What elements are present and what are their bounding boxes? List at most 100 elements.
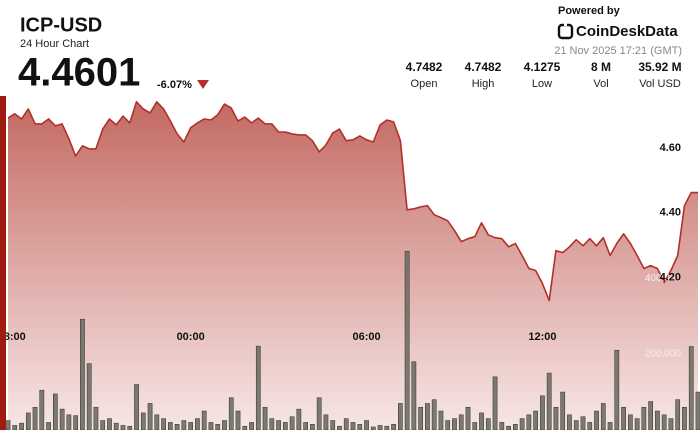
volume-bar (350, 422, 356, 430)
volume-bar (330, 420, 336, 430)
volume-bar (479, 412, 484, 430)
volume-bar (107, 418, 112, 430)
volume-bar (19, 422, 24, 430)
volume-bar (580, 416, 586, 430)
volume-bar (398, 403, 403, 430)
side-bar (0, 96, 6, 430)
stat-value: 35.92 M (638, 60, 681, 74)
volume-bar (526, 414, 532, 430)
volume-bar (594, 410, 599, 430)
volume-bar (600, 403, 606, 430)
volume-bar (100, 420, 106, 430)
volume-bar (465, 406, 471, 430)
volume-bar (174, 424, 180, 430)
volume-bar (25, 412, 31, 430)
volume-bar (161, 418, 166, 430)
subtitle: 24 Hour Chart (20, 38, 89, 50)
volume-bar (438, 410, 444, 430)
volume-bar (120, 425, 126, 430)
y-tick-label: 4.40 (660, 207, 681, 219)
volume-bar (688, 346, 694, 430)
stat-label: Open (411, 78, 438, 90)
volume-bar (269, 418, 275, 430)
volume-bar (46, 422, 51, 430)
volume-bar (418, 406, 423, 430)
volume-bar (485, 418, 491, 430)
volume-bar (648, 401, 653, 430)
volume-bar (134, 384, 139, 430)
x-tick-label: 8:00 (4, 331, 26, 343)
volume-bar (404, 250, 410, 430)
timestamp: 21 Nov 2025 17:21 (GMT) (554, 45, 682, 57)
symbol: ICP-USD (20, 14, 102, 36)
volume-bar (364, 420, 369, 430)
volume-bar (168, 422, 173, 430)
volume-bar (472, 422, 478, 430)
stat-value: 8 M (591, 60, 611, 74)
price: 4.4601 (18, 51, 140, 95)
volume-bar (66, 414, 72, 430)
volume-bar (323, 414, 329, 430)
volume-bar (452, 418, 457, 430)
volume-bar (316, 397, 322, 430)
volume-tick-label: 400,000 (645, 273, 682, 284)
volume-bar (276, 420, 281, 430)
volume-bar (655, 410, 660, 430)
volume-bar (425, 403, 430, 430)
volume-bar (181, 420, 187, 430)
volume-bar (188, 422, 193, 430)
volume-bar (628, 414, 633, 430)
volume-bar (255, 345, 261, 430)
volume-bar (661, 414, 667, 430)
volume-bar (377, 425, 383, 430)
volume-bar (53, 393, 58, 430)
volume-bar (499, 422, 505, 430)
volume-bar (695, 391, 700, 430)
volume-tick-label: 200,000 (645, 349, 682, 360)
volume-bar (93, 406, 99, 430)
volume-bar (384, 425, 390, 430)
volume-bar (73, 415, 78, 430)
x-tick-label: 00:00 (177, 331, 205, 343)
volume-bar (587, 422, 593, 430)
volume-bar (39, 389, 45, 430)
stat-value: 4.1275 (524, 60, 561, 74)
volume-bar (310, 424, 315, 430)
volume-bar (560, 391, 566, 430)
volume-bar (154, 414, 160, 430)
volume-bar (540, 395, 545, 430)
volume-bar (506, 425, 511, 430)
volume-bar (113, 422, 119, 430)
volume-bar (289, 416, 295, 430)
volume-bar (614, 350, 620, 430)
volume-bar (337, 425, 342, 430)
volume-bar (513, 424, 518, 430)
volume-bar (445, 420, 451, 430)
change: -6.07% (157, 79, 192, 91)
x-tick-label: 12:00 (528, 331, 556, 343)
plot-area: 400,000 200,000 4.60 4.40 4.20 8:00 00:00 06:00… (4, 101, 700, 430)
volume-bar (201, 410, 207, 430)
volume-bar (303, 422, 308, 430)
volume-bar (86, 363, 92, 430)
powered-by: Powered by (558, 5, 621, 17)
volume-bar (458, 414, 464, 430)
stat-label: Low (532, 78, 552, 90)
price-area (8, 101, 698, 430)
volume-bar (215, 424, 221, 430)
volume-bar (634, 418, 640, 430)
stats: 4.7482 Open 4.7482 High 4.1275 Low 8 M Vol 35.92… (406, 60, 682, 90)
y-tick-label: 4.20 (660, 271, 681, 283)
stat-value: 4.7482 (406, 60, 443, 74)
volume-bar (195, 418, 200, 430)
volume-bar (12, 425, 18, 430)
brand-logo (557, 22, 574, 40)
volume-bar (519, 418, 525, 430)
volume-bar (391, 424, 396, 430)
volume-bar (127, 425, 133, 430)
volume-bar (411, 361, 417, 430)
y-tick-label: 4.60 (660, 142, 681, 154)
volume-bar (249, 422, 254, 430)
volume-bar (80, 318, 85, 430)
volume-bar (147, 403, 153, 430)
